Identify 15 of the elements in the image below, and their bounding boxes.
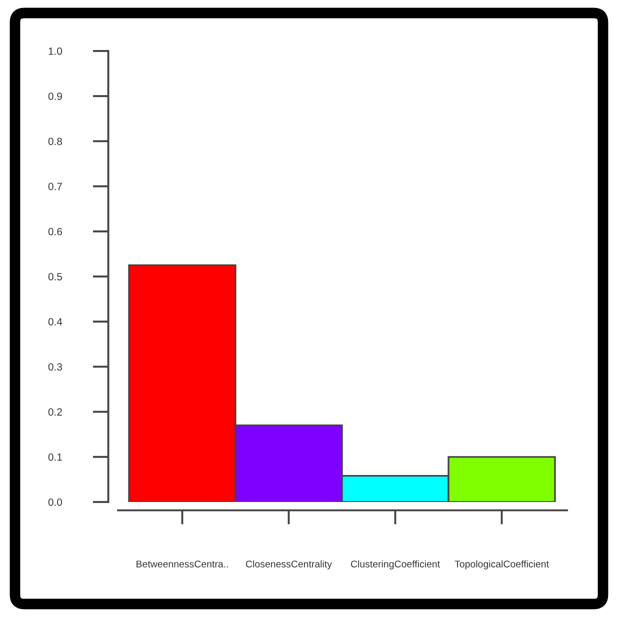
y-tick-label: 0.5 — [48, 273, 62, 280]
y-tick-label: 0.3 — [48, 363, 62, 371]
x-tick-label: BetweennessCentra.. — [136, 560, 228, 568]
y-tick-label: 0.6 — [48, 228, 62, 236]
y-tick-label: 0.4 — [48, 318, 62, 326]
y-tick-label: 0.1 — [48, 453, 62, 461]
y-tick-label: 0.8 — [48, 138, 62, 146]
y-tick-label: 0.2 — [48, 408, 62, 416]
y-tick-label: 0.9 — [48, 92, 62, 100]
x-tick-label: ClosenessCentrality — [246, 560, 332, 570]
y-tick-label: 0.0 — [48, 498, 62, 506]
x-tick-label: TopologicalCoefficient — [454, 560, 549, 570]
x-tick-label: ClusteringCoefficient — [350, 560, 440, 570]
y-tick-label: 1.0 — [48, 48, 62, 55]
y-tick-label: 0.7 — [48, 182, 62, 190]
